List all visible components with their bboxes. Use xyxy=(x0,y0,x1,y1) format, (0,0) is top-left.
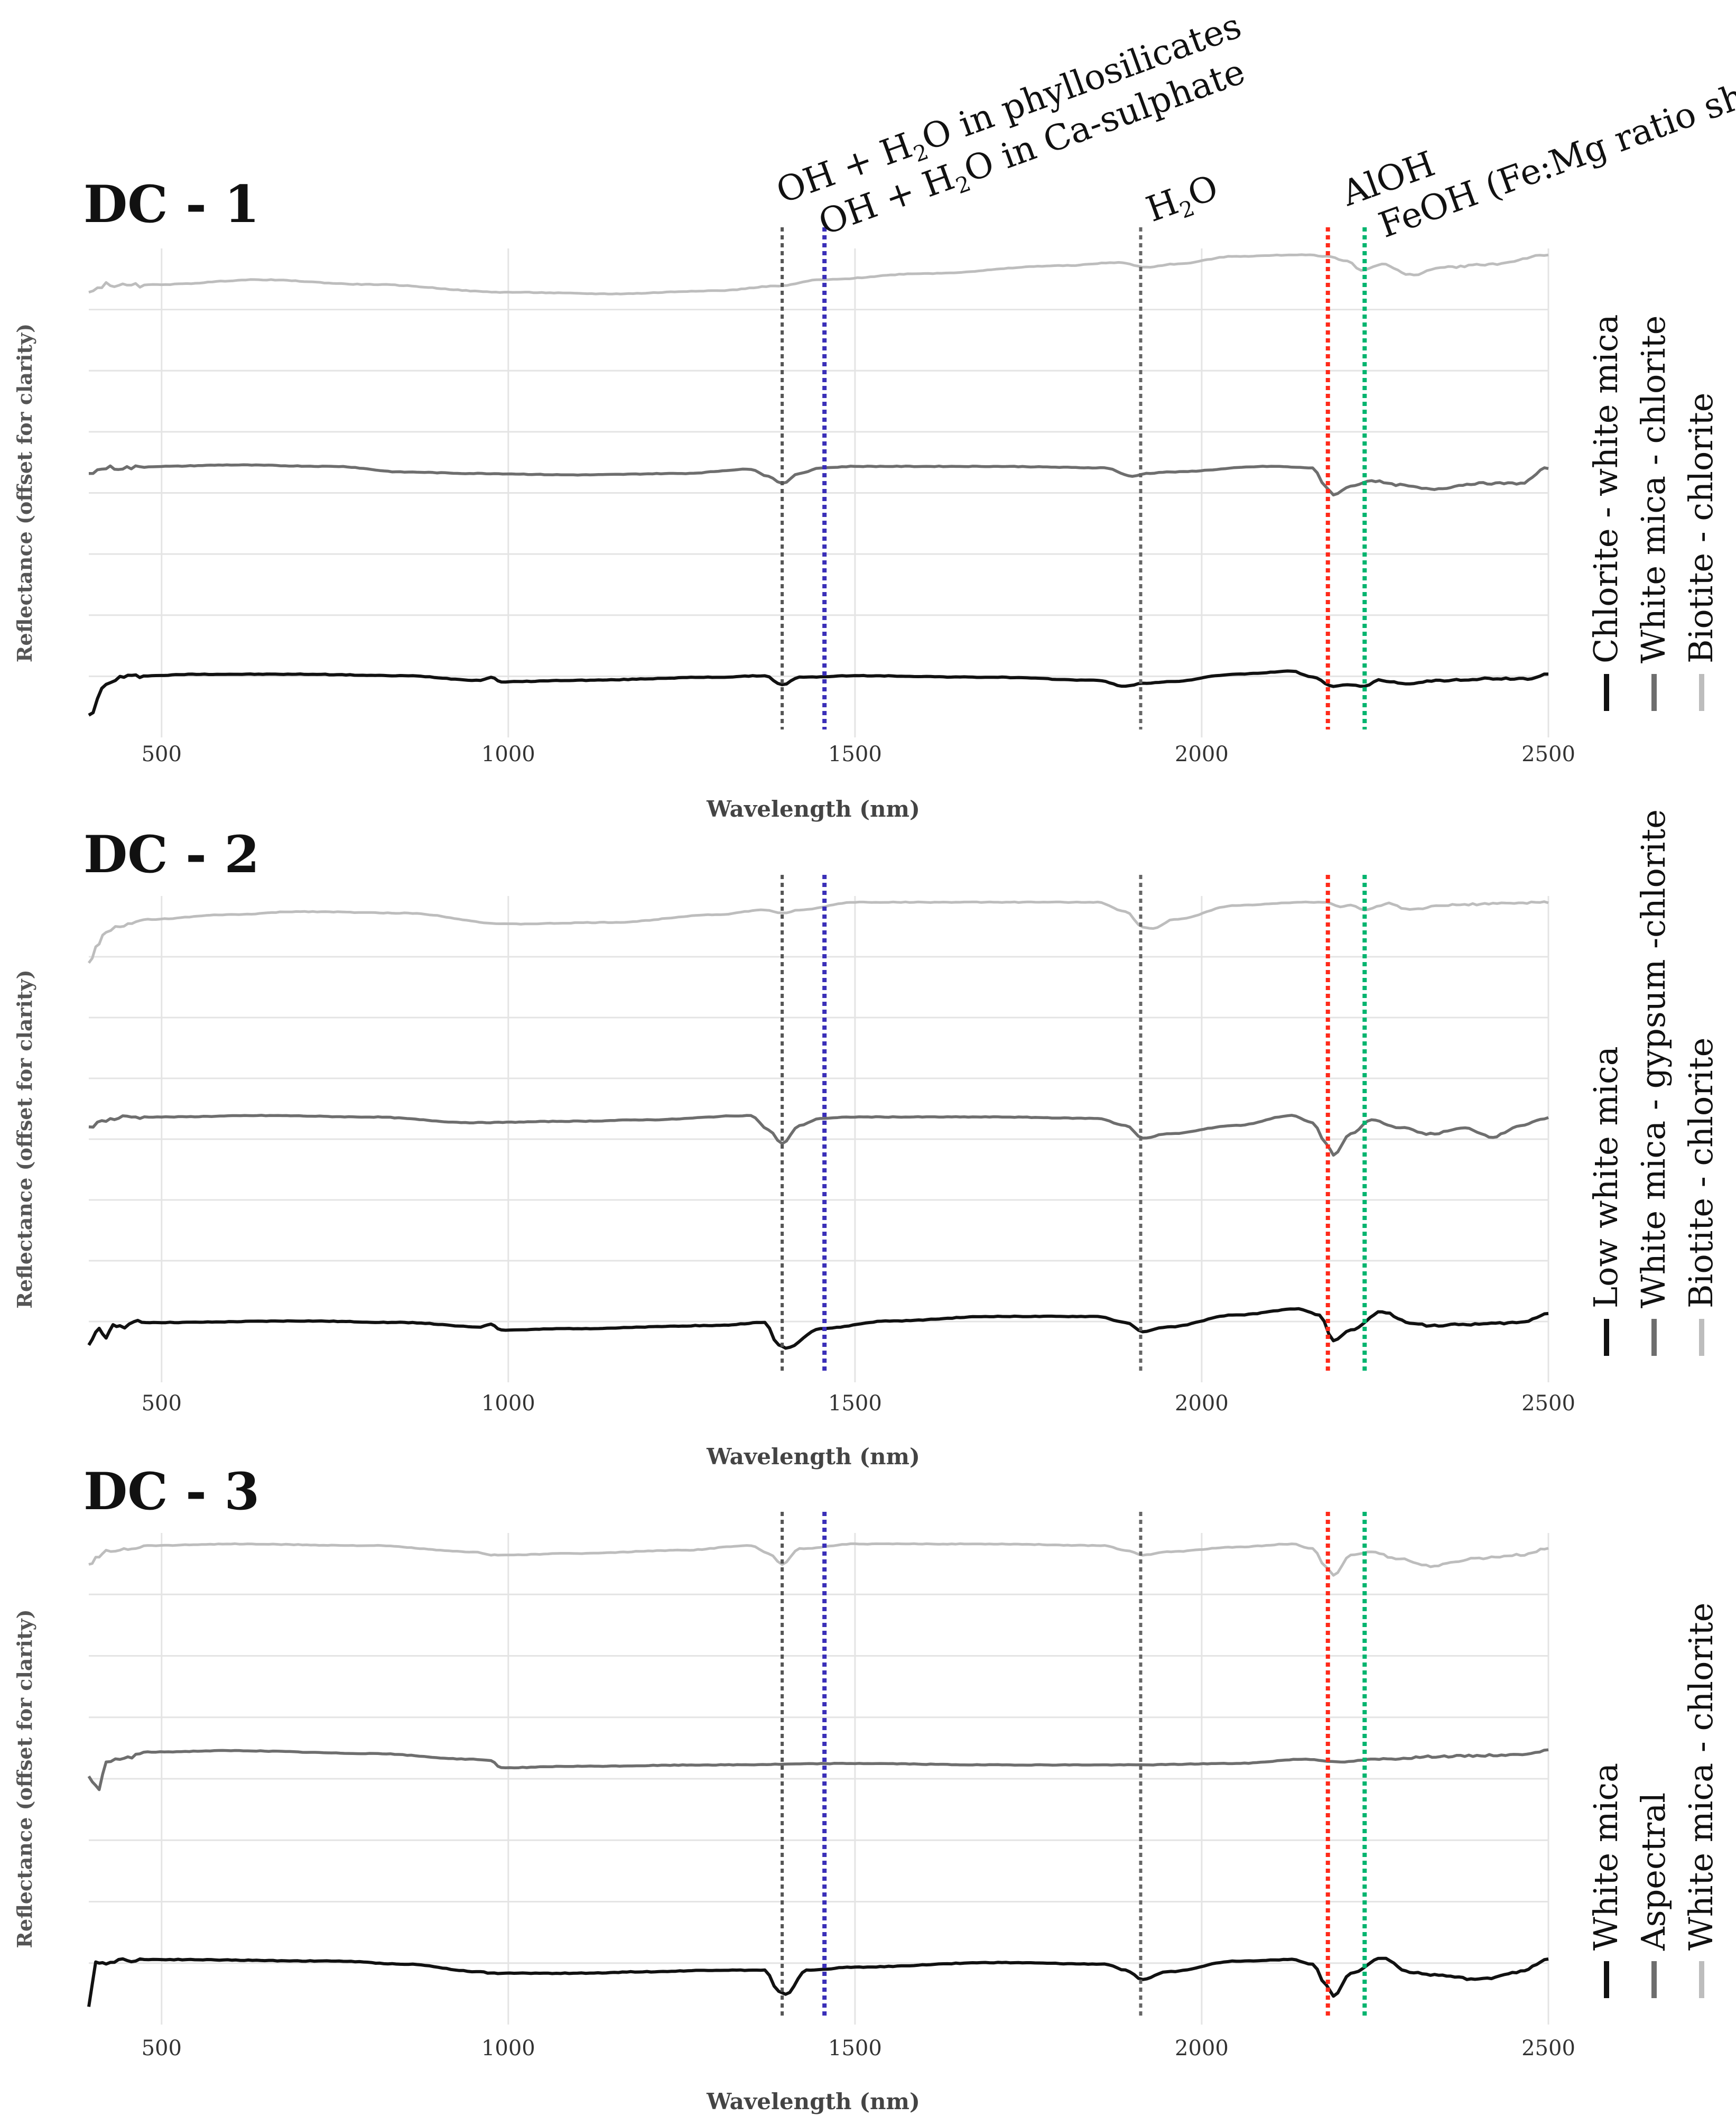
y-axis-label: Reflectance (offset for clarity) xyxy=(13,1609,36,1948)
panel-title: DC - 3 xyxy=(83,1462,259,1521)
annotation-label: H2O xyxy=(1141,167,1224,234)
legend-label: White mica - gypsum -chlorite xyxy=(1634,809,1673,1308)
annotation-text: H xyxy=(1141,181,1183,230)
x-tick-label: 1500 xyxy=(828,1391,882,1416)
x-axis-label: Wavelength (nm) xyxy=(706,1444,920,1470)
y-axis-label: Reflectance (offset for clarity) xyxy=(13,969,36,1308)
panel-dc-3: DC - 3 Reflectance (offset for clarity) 50… xyxy=(13,1462,1720,2114)
x-axis-label: Wavelength (nm) xyxy=(706,796,920,822)
series-line-dark xyxy=(88,669,1549,717)
panel-title: DC - 1 xyxy=(83,174,259,234)
series-line-light xyxy=(88,253,1549,295)
panel-dc-1: DC - 1 Reflectance (offset for clarity) 50… xyxy=(13,174,1720,822)
series-line-dark xyxy=(87,1307,1549,1350)
x-tick-label: 1000 xyxy=(481,742,535,766)
series-line-mid xyxy=(88,1114,1549,1157)
legend-label: White mica - chlorite xyxy=(1682,1603,1720,1951)
x-axis-label: Wavelength (nm) xyxy=(706,2089,920,2114)
x-tick-label: 2500 xyxy=(1521,2036,1575,2061)
legend-label: Biotite - chlorite xyxy=(1682,393,1720,663)
y-axis-label: Reflectance (offset for clarity) xyxy=(13,324,36,662)
x-tick-label: 2000 xyxy=(1175,742,1229,766)
x-tick-label: 2000 xyxy=(1175,1391,1229,1416)
panel-title: DC - 2 xyxy=(83,825,259,884)
x-tick-label: 1000 xyxy=(481,1391,535,1416)
x-tick-label: 1000 xyxy=(481,2036,535,2061)
series-line-light xyxy=(88,1542,1549,1577)
x-tick-label: 500 xyxy=(142,1391,182,1416)
series-line-mid xyxy=(87,1748,1549,1791)
panel-dc-2: DC - 2 Reflectance (offset for clarity) 50… xyxy=(13,809,1720,1470)
x-tick-label: 1500 xyxy=(828,2036,882,2061)
legend-label: Aspectral xyxy=(1634,1793,1673,1951)
legend-label: Chlorite - white mica xyxy=(1586,315,1625,663)
x-tick-label: 1500 xyxy=(828,742,882,766)
series-line-dark xyxy=(87,1956,1549,2007)
x-tick-label: 2500 xyxy=(1521,1391,1575,1416)
legend-label: Biotite - chlorite xyxy=(1682,1038,1720,1308)
x-tick-label: 500 xyxy=(142,2036,182,2061)
series-line-light xyxy=(87,900,1549,964)
legend-label: White mica xyxy=(1586,1763,1625,1951)
x-tick-label: 2000 xyxy=(1175,2036,1229,2061)
x-tick-label: 2500 xyxy=(1521,742,1575,766)
legend-label: White mica - chlorite xyxy=(1634,316,1673,663)
legend-label: Low white mica xyxy=(1586,1046,1625,1308)
series-line-mid xyxy=(88,463,1549,497)
x-tick-label: 500 xyxy=(142,742,182,766)
